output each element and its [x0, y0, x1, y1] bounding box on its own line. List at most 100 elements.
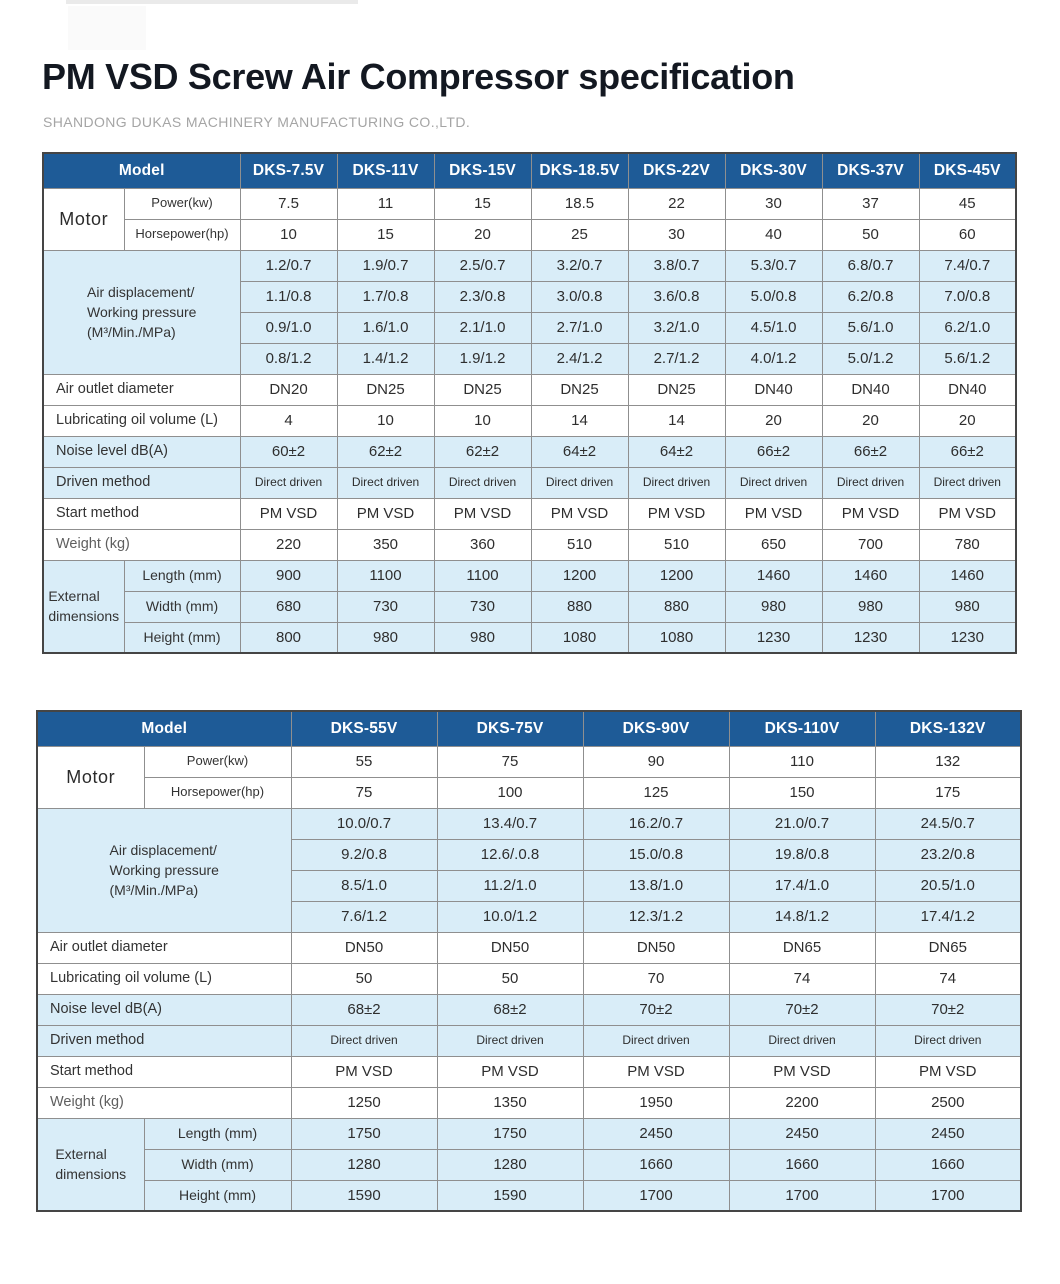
length-value-cell: 2450 — [728, 1117, 876, 1150]
start-method-value-cell: PM VSD — [239, 497, 338, 530]
height-label-cell: Height (mm) — [123, 621, 241, 654]
start-method-value-cell: PM VSD — [530, 497, 629, 530]
weight-value-cell: 1250 — [290, 1086, 438, 1119]
top-edge-artifact — [66, 0, 358, 4]
noise-value-cell: 66±2 — [821, 435, 920, 468]
air-displacement-value-cell: 1.9/0.7 — [336, 249, 435, 282]
air-displacement-value-cell: 3.0/0.8 — [530, 280, 629, 313]
horsepower-value-cell: 30 — [627, 218, 726, 251]
height-value-cell: 980 — [336, 621, 435, 654]
driven-method-value-cell: Direct driven — [239, 466, 338, 499]
start-method-value-cell: PM VSD — [582, 1055, 730, 1088]
table1-lubricating-row: Lubricating oil volume (L) 4 10 10 14 14 20 20… — [42, 404, 1017, 437]
power-value-cell: 75 — [436, 745, 584, 778]
noise-value-cell: 70±2 — [874, 993, 1022, 1026]
start-method-value-cell: PM VSD — [433, 497, 532, 530]
table2-header-row: Model DKS-55V DKS-75V DKS-90V DKS-110V DKS-1… — [36, 710, 1022, 747]
start-method-value-cell: PM VSD — [336, 497, 435, 530]
air-outlet-value-cell: DN50 — [582, 931, 730, 964]
table2-lubricating-row: Lubricating oil volume (L) 50 50 70 74 74 — [36, 962, 1022, 995]
length-value-cell: 1200 — [627, 559, 726, 592]
table2-height-row: Height (mm) 1590 1590 1700 1700 1700 — [37, 1179, 1022, 1212]
table1-air-outlet-row: Air outlet diameter DN20 DN25 DN25 DN25 DN25… — [42, 373, 1017, 406]
lubricating-label-cell: Lubricating oil volume (L) — [36, 962, 292, 995]
power-value-cell: 55 — [290, 745, 438, 778]
table1-start-row: Start method PM VSD PM VSD PM VSD PM VSD PM … — [42, 497, 1017, 530]
oil-volume-value-cell: 14 — [530, 404, 629, 437]
table1-horsepower-row: Horsepower(hp) 10 15 20 25 30 40 50 60 — [43, 218, 1017, 251]
spec-table-large-models: Model DKS-55V DKS-75V DKS-90V DKS-110V DKS-1… — [36, 710, 1022, 1212]
start-method-value-cell: PM VSD — [918, 497, 1017, 530]
air-displacement-value-cell: 4.0/1.2 — [724, 342, 823, 375]
oil-volume-value-cell: 10 — [336, 404, 435, 437]
model-column-header: DKS-110V — [728, 710, 876, 747]
width-value-cell: 980 — [724, 590, 823, 623]
air-displacement-value-cell: 13.4/0.7 — [436, 807, 584, 840]
air-displacement-value-cell: 0.8/1.2 — [239, 342, 338, 375]
driven-method-value-cell: Direct driven — [530, 466, 629, 499]
motor-label-cell: Motor — [36, 745, 145, 809]
width-value-cell: 730 — [433, 590, 532, 623]
table2-length-row: External dimensions Length (mm) 1750 1750… — [36, 1117, 1022, 1212]
length-value-cell: 1100 — [433, 559, 532, 592]
driven-method-value-cell: Direct driven — [918, 466, 1017, 499]
air-displacement-value-cell: 5.3/0.7 — [724, 249, 823, 282]
driven-label-cell: Driven method — [36, 1024, 292, 1057]
air-displacement-value-cell: 2.7/1.2 — [627, 342, 726, 375]
air-displacement-value-cell: 1.7/0.8 — [336, 280, 435, 313]
weight-value-cell: 510 — [627, 528, 726, 561]
table2-air-row-4: 7.6/1.2 10.0/1.2 12.3/1.2 14.8/1.2 17.4/1.2 — [37, 900, 1022, 933]
weight-value-cell: 2500 — [874, 1086, 1022, 1119]
model-column-header: DKS-132V — [874, 710, 1022, 747]
lubricating-label-cell: Lubricating oil volume (L) — [42, 404, 241, 437]
noise-value-cell: 68±2 — [436, 993, 584, 1026]
power-value-cell: 18.5 — [530, 187, 629, 220]
noise-value-cell: 64±2 — [627, 435, 726, 468]
air-outlet-value-cell: DN40 — [918, 373, 1017, 406]
horsepower-value-cell: 15 — [336, 218, 435, 251]
air-displacement-value-cell: 2.7/1.0 — [530, 311, 629, 344]
driven-method-value-cell: Direct driven — [874, 1024, 1022, 1057]
top-edge-artifact-blob — [68, 6, 146, 50]
table1-weight-row: Weight (kg) 220 350 360 510 510 650 700 780 — [42, 528, 1017, 561]
air-outlet-value-cell: DN50 — [290, 931, 438, 964]
external-dimensions-label: External dimensions — [55, 1145, 127, 1183]
length-value-cell: 1460 — [918, 559, 1017, 592]
horsepower-value-cell: 10 — [239, 218, 338, 251]
air-displacement-value-cell: 14.8/1.2 — [728, 900, 876, 933]
oil-volume-value-cell: 4 — [239, 404, 338, 437]
model-column-header: DKS-55V — [290, 710, 438, 747]
air-outlet-value-cell: DN25 — [433, 373, 532, 406]
power-value-cell: 110 — [728, 745, 876, 778]
horsepower-label-cell: Horsepower(hp) — [123, 218, 241, 251]
model-column-header: DKS-18.5V — [530, 152, 629, 189]
horsepower-value-cell: 40 — [724, 218, 823, 251]
width-value-cell: 880 — [530, 590, 629, 623]
air-displacement-value-cell: 10.0/1.2 — [436, 900, 584, 933]
driven-method-value-cell: Direct driven — [336, 466, 435, 499]
model-column-header: DKS-37V — [821, 152, 920, 189]
air-displacement-value-cell: 0.9/1.0 — [239, 311, 338, 344]
air-displacement-value-cell: 9.2/0.8 — [290, 838, 438, 871]
height-value-cell: 1230 — [918, 621, 1017, 654]
weight-value-cell: 700 — [821, 528, 920, 561]
horsepower-label-cell: Horsepower(hp) — [143, 776, 292, 809]
horsepower-value-cell: 25 — [530, 218, 629, 251]
driven-method-value-cell: Direct driven — [728, 1024, 876, 1057]
air-displacement-value-cell: 16.2/0.7 — [582, 807, 730, 840]
noise-value-cell: 70±2 — [728, 993, 876, 1026]
weight-value-cell: 2200 — [728, 1086, 876, 1119]
weight-value-cell: 350 — [336, 528, 435, 561]
air-displacement-value-cell: 2.3/0.8 — [433, 280, 532, 313]
model-column-header: DKS-75V — [436, 710, 584, 747]
air-displacement-value-cell: 24.5/0.7 — [874, 807, 1022, 840]
horsepower-value-cell: 175 — [874, 776, 1022, 809]
air-displacement-value-cell: 12.3/1.2 — [582, 900, 730, 933]
length-value-cell: 2450 — [582, 1117, 730, 1150]
spec-table-small-models: Model DKS-7.5V DKS-11V DKS-15V DKS-18.5V DKS… — [42, 152, 1017, 654]
height-value-cell: 980 — [433, 621, 532, 654]
table1-air-row-2: 1.1/0.8 1.7/0.8 2.3/0.8 3.0/0.8 3.6/0.8 5.0/0… — [43, 280, 1017, 313]
power-value-cell: 22 — [627, 187, 726, 220]
air-displacement-value-cell: 1.6/1.0 — [336, 311, 435, 344]
